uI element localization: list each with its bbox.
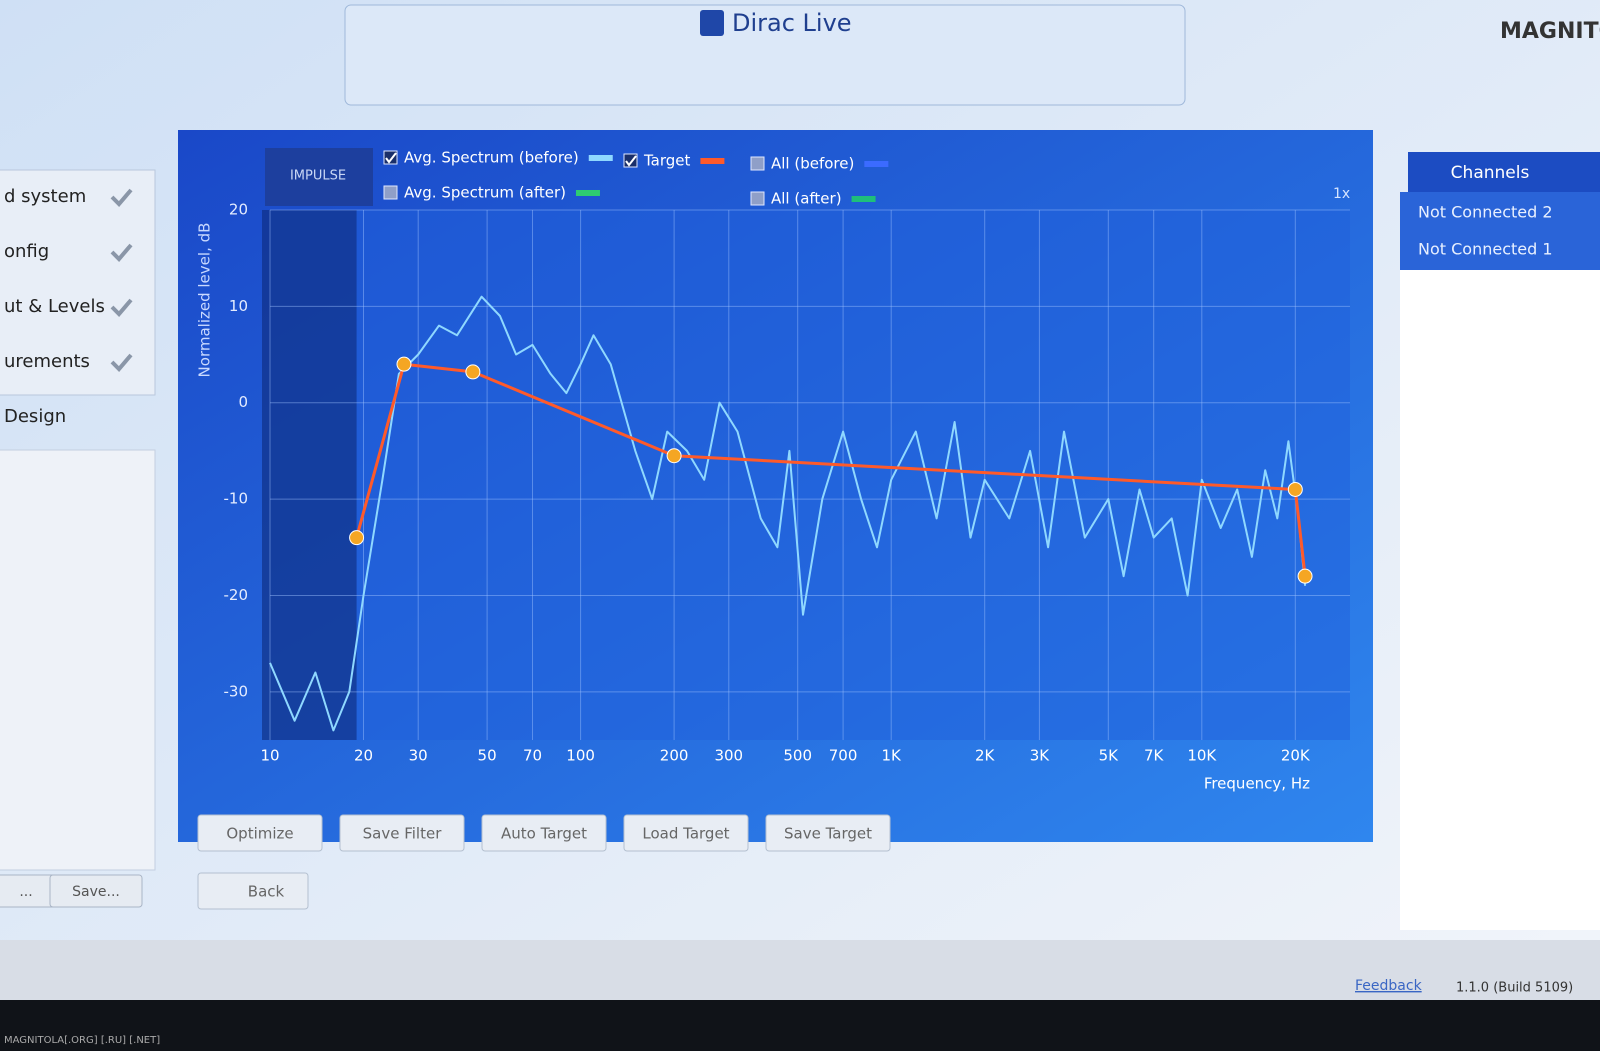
- x-tick-label: 20: [354, 747, 373, 765]
- channels-header: [1408, 152, 1600, 192]
- target-handle[interactable]: [1287, 481, 1303, 497]
- step-check: [110, 243, 133, 262]
- y-axis-title: Normalized level, dB: [196, 223, 214, 378]
- button-label[interactable]: Load Target: [642, 825, 729, 843]
- plot-area: [270, 210, 1350, 740]
- logo: Dirac Live: [732, 9, 852, 37]
- x-tick-label: 70: [523, 747, 542, 765]
- header-panel: [344, 4, 1186, 106]
- legend-check: [625, 155, 637, 167]
- button[interactable]: [481, 814, 607, 852]
- button-label[interactable]: Back: [248, 883, 285, 901]
- y-tick-label: -10: [224, 490, 249, 508]
- target-handle[interactable]: [465, 364, 481, 380]
- x-tick-label: 500: [783, 747, 812, 765]
- target-handle[interactable]: [666, 448, 682, 464]
- x-tick-label: 100: [566, 747, 595, 765]
- side-button-label[interactable]: ...: [19, 884, 32, 900]
- button-label[interactable]: Optimize: [226, 825, 293, 843]
- impulse-shade: [262, 210, 357, 740]
- channel-item[interactable]: Not Connected 1: [1418, 240, 1553, 259]
- x-tick-label: 20K: [1281, 747, 1311, 765]
- target-line: [355, 362, 1307, 577]
- legend-swatch: [575, 190, 600, 196]
- target-handle[interactable]: [396, 356, 412, 372]
- y-tick-label: -30: [224, 682, 249, 700]
- button[interactable]: [197, 814, 323, 852]
- chart: -30 -20 -10 0 10 20 10 20 30 50 70 100 200 300 500 700 1…: [196, 149, 1350, 793]
- x-tick-label: 5K: [1099, 747, 1120, 765]
- button-label[interactable]: Save Target: [784, 825, 872, 843]
- step-label: onfig: [4, 241, 49, 262]
- zoom-label: 1x: [1333, 186, 1350, 202]
- step-label: urements: [4, 351, 90, 372]
- x-tick-label: 700: [829, 747, 858, 765]
- x-tick-label: 300: [714, 747, 743, 765]
- y-tick-label: 0: [238, 393, 248, 411]
- target-handle[interactable]: [349, 530, 365, 546]
- legend-label[interactable]: Target: [643, 152, 691, 170]
- button[interactable]: [197, 872, 309, 910]
- legend-label[interactable]: Avg. Spectrum (after): [404, 184, 566, 202]
- button[interactable]: [623, 814, 749, 852]
- channels: Not Connected 2 Not Connected 1: [1418, 203, 1553, 259]
- x-axis-title: Frequency, Hz: [1204, 775, 1310, 793]
- button-label[interactable]: Auto Target: [501, 825, 587, 843]
- x-tick-label: 200: [660, 747, 689, 765]
- target-handle[interactable]: [1297, 568, 1313, 584]
- button[interactable]: [765, 814, 891, 852]
- buttons: Optimize Save Filter Auto Target Load Targe…: [197, 814, 891, 910]
- legend-check: [385, 152, 397, 164]
- button[interactable]: [339, 814, 465, 852]
- x-tick-label: 2K: [975, 747, 996, 765]
- step-label: Design: [4, 406, 66, 427]
- feedback-link[interactable]: Feedback: [1355, 978, 1423, 994]
- channels-list: [1400, 192, 1600, 270]
- impulse-tab[interactable]: [265, 148, 373, 206]
- button-label[interactable]: Save Filter: [363, 825, 443, 843]
- y-tick-label: 20: [229, 201, 248, 219]
- x-tick-label: 50: [478, 747, 497, 765]
- legend-checkbox[interactable]: [750, 191, 765, 206]
- side-button[interactable]: [49, 874, 143, 908]
- side-panel: [0, 449, 156, 871]
- legend-swatch: [864, 161, 889, 167]
- legend-swatch: [851, 196, 876, 202]
- channels-body: [1400, 270, 1600, 930]
- version: 1.1.0 (Build 5109): [1456, 981, 1573, 996]
- watermark-logo: MAGNITOLA: [1500, 19, 1600, 44]
- side-button-label[interactable]: Save...: [72, 884, 120, 900]
- y-tick-label: -20: [224, 586, 249, 604]
- logo-icon: [700, 10, 724, 36]
- step-label: ut & Levels: [4, 296, 105, 317]
- legend-checkbox[interactable]: [750, 156, 765, 171]
- steps: d system onfig ut & Levels urements Design..…: [0, 186, 143, 908]
- legend-swatch: [588, 155, 613, 161]
- x-tick-label: 10K: [1187, 747, 1217, 765]
- watermark: MAGNITOLA[.ORG] [.RU] [.NET]: [4, 1035, 160, 1046]
- x-tick-label: 7K: [1144, 747, 1165, 765]
- step-check: [110, 298, 133, 317]
- step-check: [110, 353, 133, 372]
- x-tick-label: 3K: [1030, 747, 1051, 765]
- legend-swatch: [700, 158, 725, 164]
- channel-item[interactable]: Not Connected 2: [1418, 203, 1553, 222]
- x-tick-label: 1K: [882, 747, 903, 765]
- legend-label[interactable]: All (before): [771, 155, 854, 173]
- status-bar: [0, 940, 1600, 1000]
- x-tick-label: 10: [260, 747, 279, 765]
- legend-label[interactable]: Avg. Spectrum (before): [404, 149, 579, 167]
- x-tick-label: 30: [409, 747, 428, 765]
- y-tick-label: 10: [229, 297, 248, 315]
- spectrum-line: [269, 295, 1307, 732]
- impulse-label[interactable]: IMPULSE: [290, 169, 346, 184]
- channels-title: Channels: [1451, 163, 1530, 183]
- step-check: [110, 188, 133, 207]
- legend-label[interactable]: All (after): [771, 190, 842, 208]
- legend-checkbox[interactable]: [383, 185, 398, 200]
- step-label: d system: [4, 186, 86, 207]
